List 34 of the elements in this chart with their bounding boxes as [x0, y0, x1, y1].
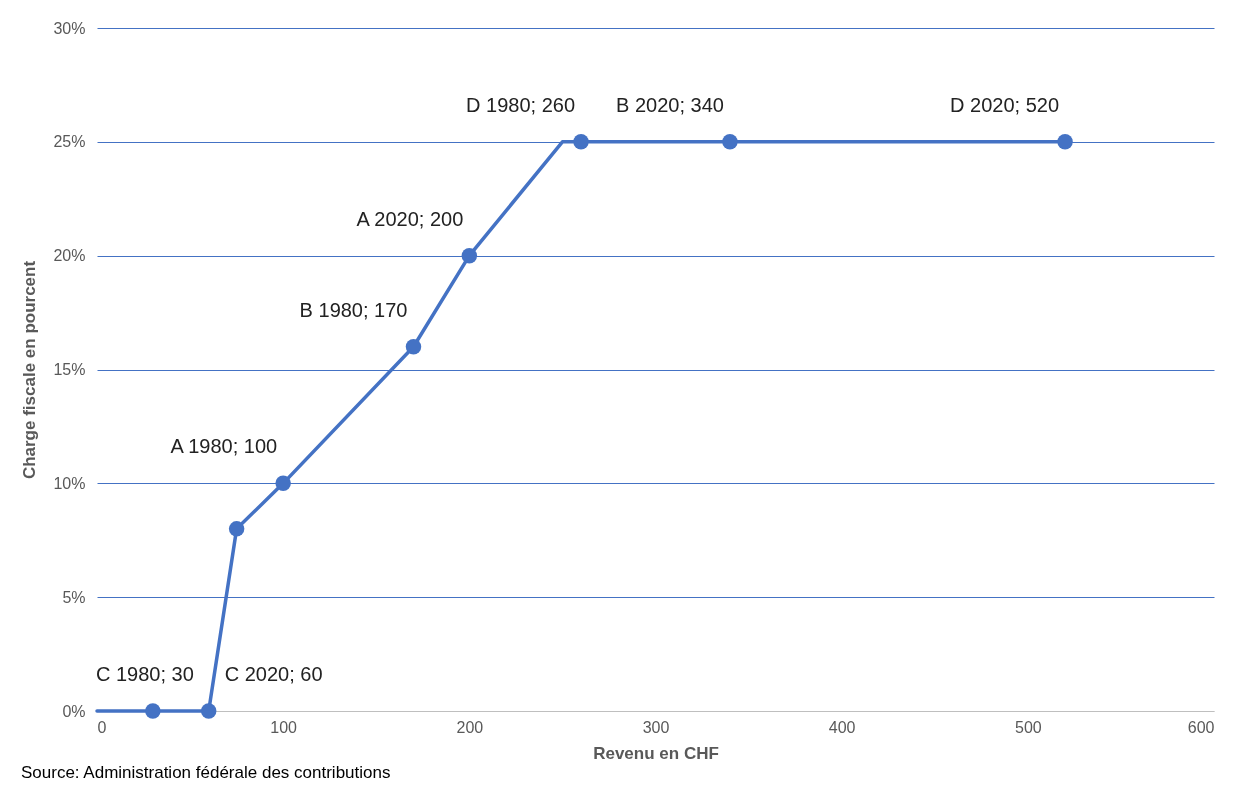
- y-tick-label: 15%: [53, 361, 86, 378]
- y-tick-label: 30%: [53, 19, 86, 37]
- point: [228, 521, 245, 537]
- annotation: A 2020; 200: [356, 207, 464, 230]
- x-tick-label: 200: [456, 718, 484, 736]
- annotation: C 2020; 60: [224, 663, 323, 685]
- y-tick-label: 0%: [62, 702, 86, 720]
- point: [461, 247, 478, 264]
- y-tick-label: 25%: [53, 133, 86, 151]
- annotation: D 1980; 260: [466, 93, 576, 116]
- source-note: Source: Administration fédérale des contributions: [20, 763, 391, 782]
- annotation: B 1980; 170: [299, 298, 408, 321]
- x-tick-label: 500: [1014, 718, 1042, 736]
- point: [145, 703, 161, 719]
- point: [722, 134, 738, 150]
- y-tick-label: 20%: [53, 247, 86, 265]
- x-tick-label: 0: [97, 718, 107, 736]
- point: [275, 475, 291, 492]
- point: [405, 339, 422, 355]
- point: [573, 134, 589, 150]
- annotation: B 2020; 340: [616, 93, 724, 116]
- annotation: D 2020; 520: [950, 93, 1060, 116]
- x-tick-label: 400: [828, 718, 856, 736]
- point: [1057, 134, 1073, 150]
- y-axis-title: Charge fiscale en pourcent: [20, 260, 40, 480]
- y-tick-label: 5%: [62, 588, 86, 606]
- x-axis-title: Revenu en CHF: [593, 743, 719, 763]
- annotation: A 1980; 100: [170, 435, 278, 458]
- y-tick-label: 10%: [53, 474, 86, 492]
- x-tick-label: 100: [270, 718, 298, 736]
- annotation: C 1980; 30: [95, 663, 194, 685]
- point: [200, 703, 217, 719]
- x-tick-label: 600: [1187, 718, 1215, 736]
- x-tick-label: 300: [642, 718, 670, 736]
